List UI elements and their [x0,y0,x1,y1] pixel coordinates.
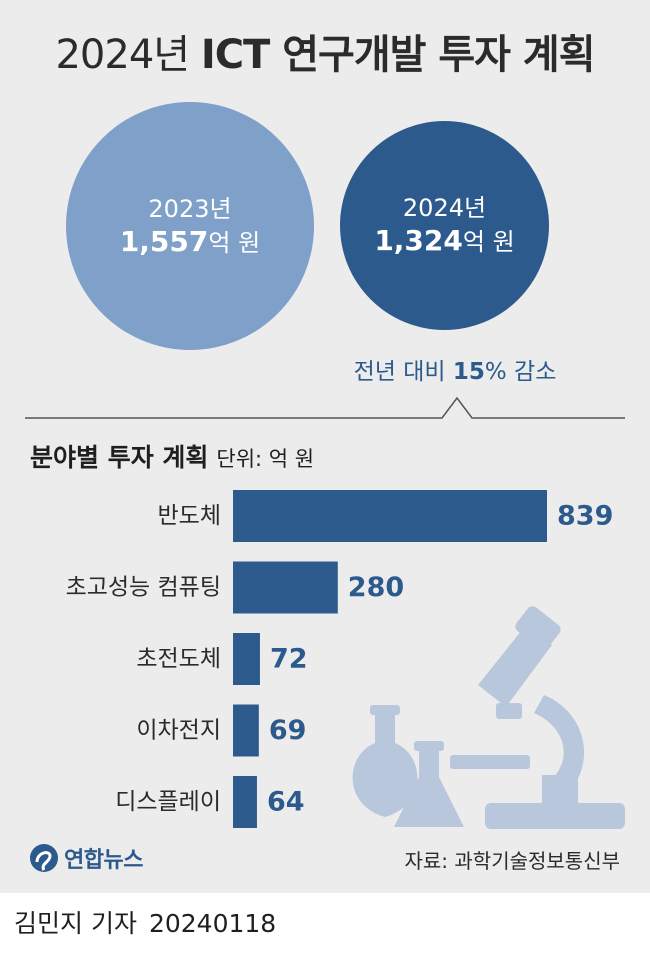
value-label-3: 69 [269,715,307,746]
value-label-1: 280 [348,572,404,603]
byline: 김민지 기자 20240118 [14,904,276,940]
conical-flask-icon [394,741,464,827]
bar-4 [233,776,257,828]
total-2023-year: 2023년 [148,194,232,223]
value-label-0: 839 [557,501,613,532]
logo-text: 연합뉴스 [64,848,143,873]
category-label-4: 디스플레이 [115,789,221,815]
total-2023-unit: 억 원 [208,228,261,257]
section-title: 분야별 투자 계획 [30,443,209,472]
bar-3 [233,704,259,757]
title-main: ICT 연구개발 투자 계획 [200,32,596,78]
page-title: 2024년 ICT 연구개발 투자 계획 [0,22,650,80]
microscope-icon [450,606,625,829]
publish-date: 20240118 [148,909,277,938]
category-label-0: 반도체 [158,503,221,529]
total-2023-amount: 1,557 [119,224,209,258]
reporter-name: 김민지 기자 [14,909,137,938]
bars-group: 반도체 839 초고성능 컴퓨팅 280 초전도체 72 이차전지 69 디스플레이 64 [66,490,613,828]
total-2023-amount-line: 1,557억 원 [120,225,260,260]
source-note: 자료: 과학기술정보통신부 [404,849,621,873]
change-percent: 15 [452,359,485,385]
bar-1 [233,561,338,614]
bar-0 [233,490,547,542]
change-suffix: % 감소 [484,359,557,385]
yonhap-logo: 연합뉴스 [28,841,143,875]
title-year: 2024년 [55,32,190,78]
total-2024-year: 2024년 [402,194,487,222]
section-heading: 분야별 투자 계획 단위: 억 원 [30,438,314,474]
value-label-4: 64 [267,787,305,818]
callout-divider [25,396,625,419]
category-label-2: 초전도체 [136,646,221,672]
total-2024-unit: 억 원 [462,228,515,256]
yoy-change-note: 전년 대비 15% 감소 [320,352,590,386]
category-label-1: 초고성능 컴퓨팅 [66,575,221,601]
total-2024-amount-line: 1,324억 원 [374,224,514,259]
category-label-3: 이차전지 [136,718,221,744]
yonhap-logo-icon [30,844,58,872]
total-2024-amount: 1,324 [374,224,463,257]
sector-bar-chart: 반도체 839 초고성능 컴퓨팅 280 초전도체 72 이차전지 69 디스플레이 64 [66,490,613,828]
change-prefix: 전년 대비 [353,359,453,385]
bar-2 [233,633,260,685]
lab-illustration [352,606,625,829]
total-2024-circle: 2024년 1,324억 원 [340,121,549,330]
value-label-2: 72 [270,644,308,675]
unit-label: 단위: 억 원 [216,447,315,471]
total-2023-circle: 2023년 1,557억 원 [66,102,314,350]
round-flask-icon [352,705,418,817]
